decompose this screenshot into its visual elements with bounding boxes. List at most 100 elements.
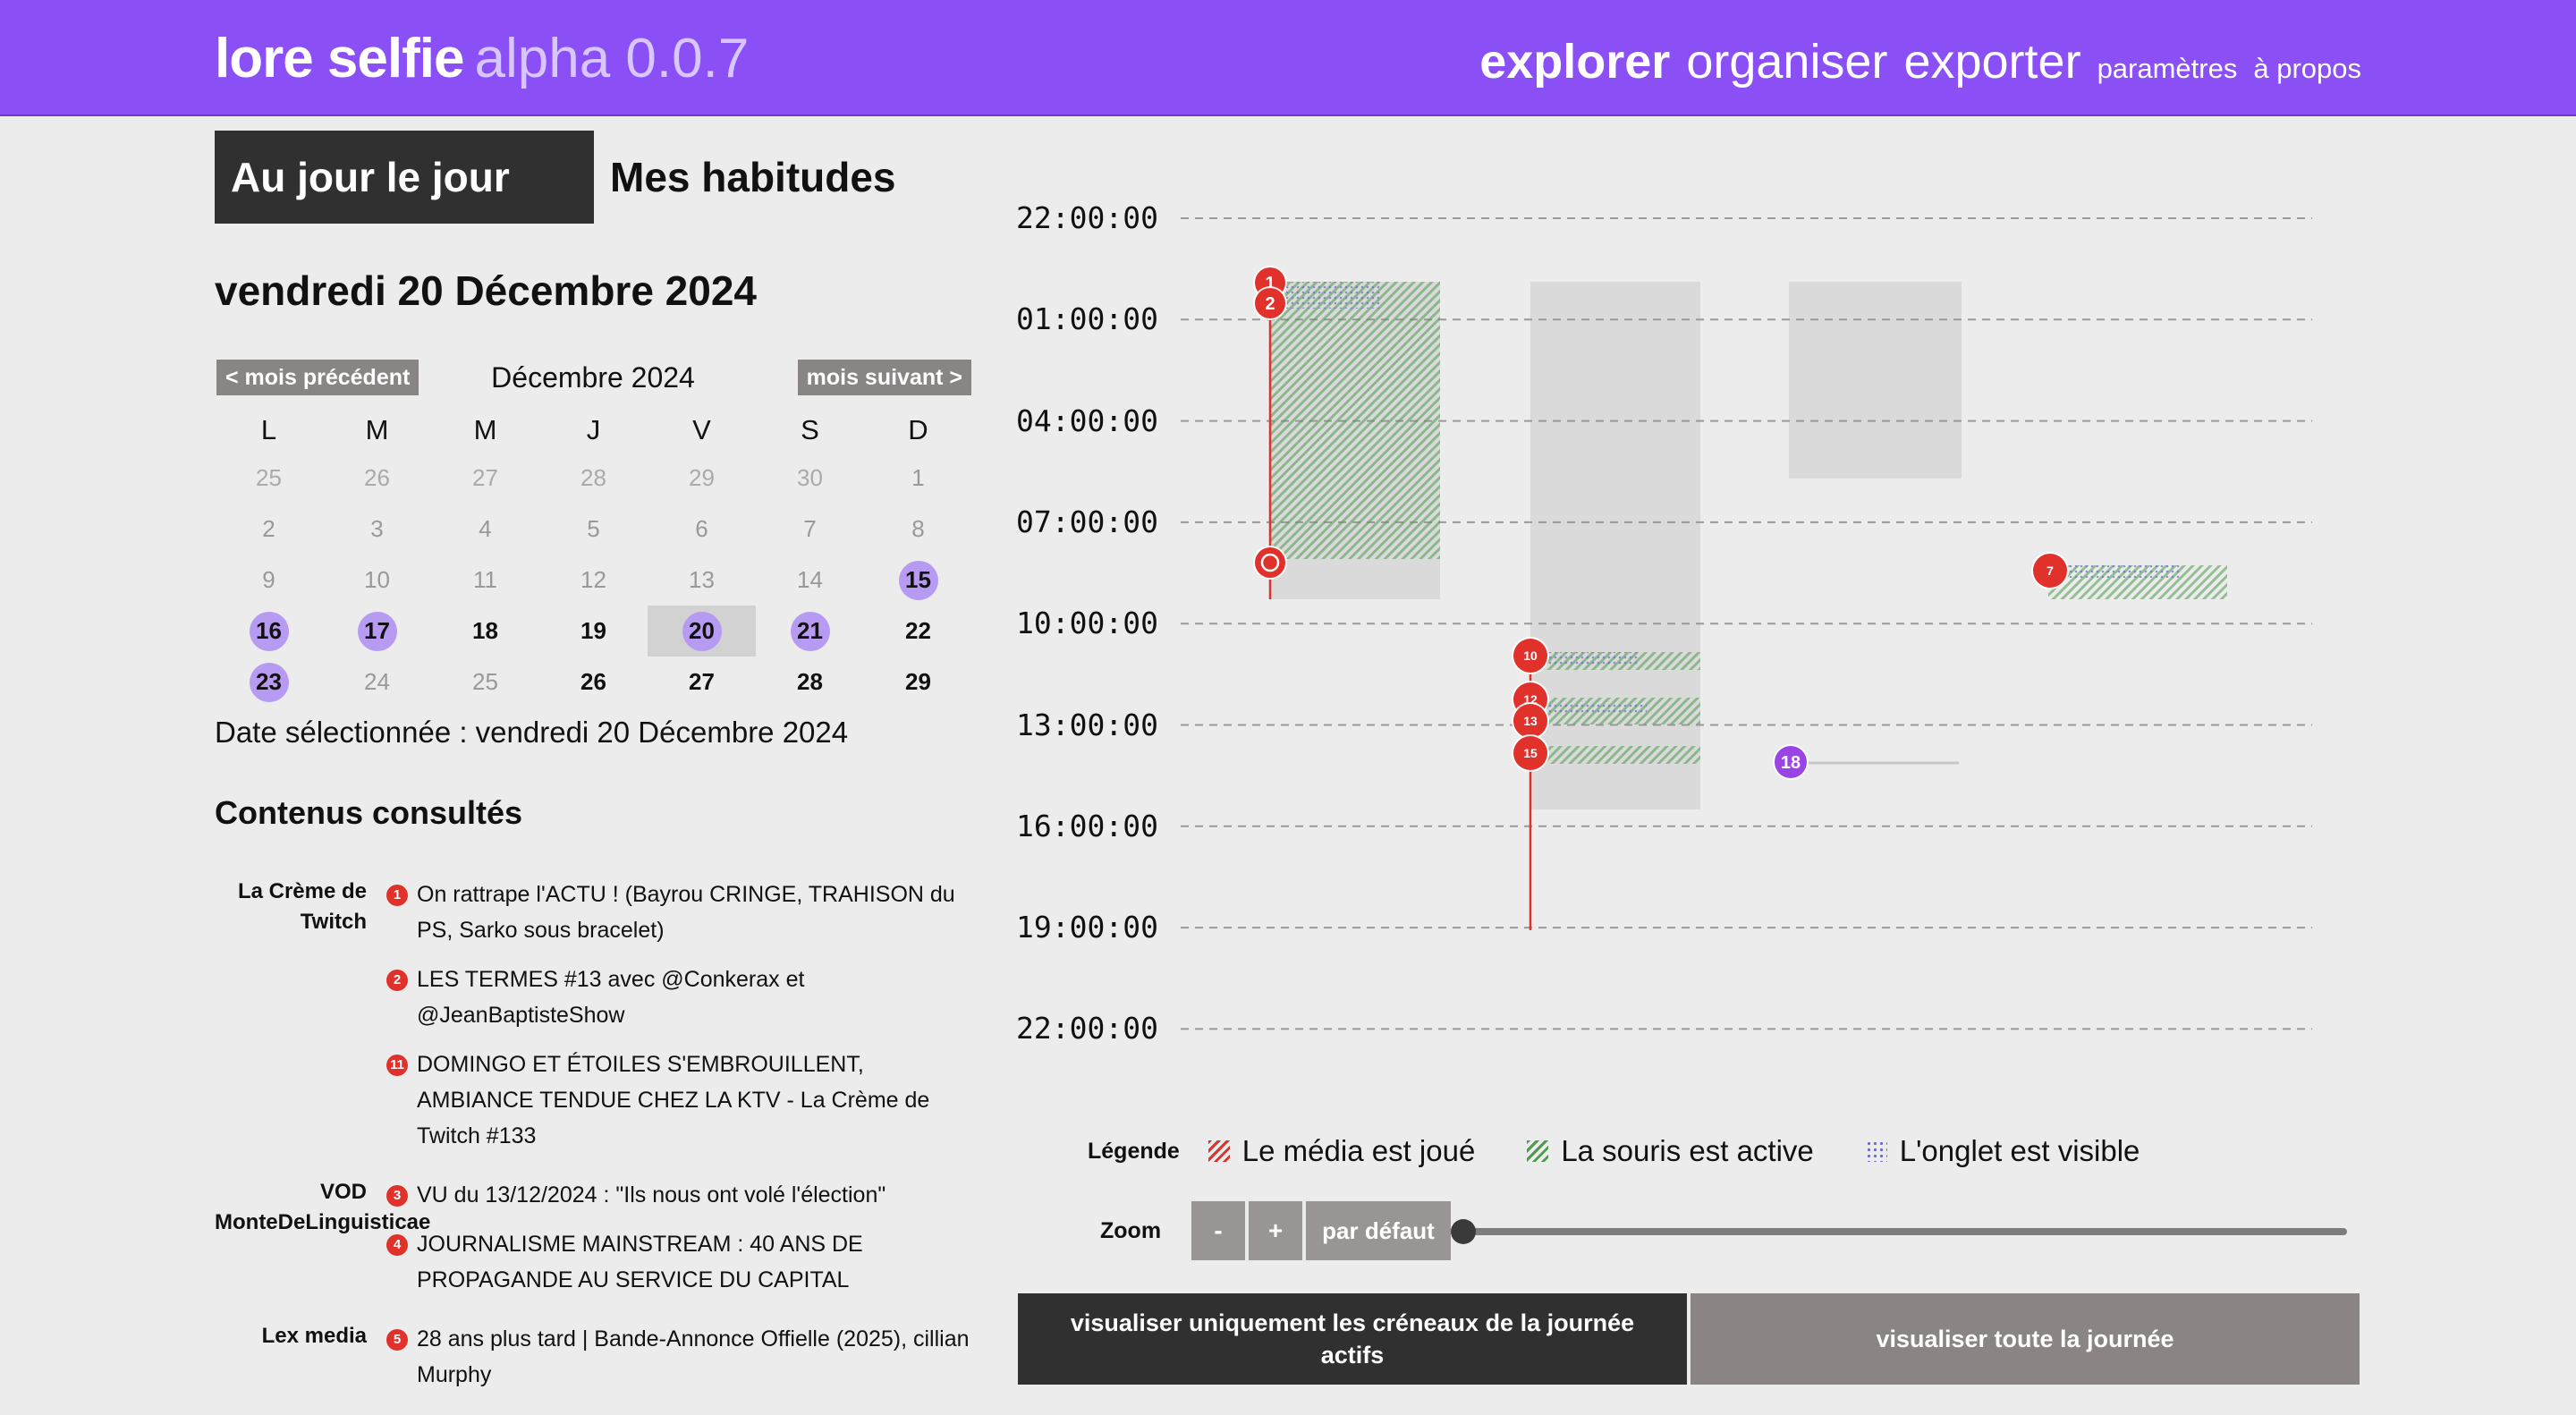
brand[interactable]: lore selfie alpha 0.0.7 (215, 27, 749, 90)
calendar-day-number: 27 (472, 464, 498, 491)
content-title: On rattrape l'ACTU ! (Bayrou CRINGE, TRA… (417, 882, 955, 943)
calendar-day-number: 19 (580, 617, 606, 644)
time-tick-label: 22:00:00 (1016, 200, 1158, 235)
content-item[interactable]: 4 JOURNALISME MAINSTREAM : 40 ANS DE PROP… (386, 1226, 984, 1298)
calendar-day[interactable]: 28 (539, 453, 648, 504)
calendar-day-number: 29 (905, 668, 931, 695)
nav-parametres[interactable]: paramètres (2097, 53, 2238, 84)
calendar-day[interactable]: 6 (648, 504, 756, 555)
calendar-day-number: 4 (479, 515, 492, 542)
timeline-marker-number: 2 (1265, 294, 1275, 314)
timeline[interactable]: 1 2 10 12 13 15 7 18 22:00:00 01:00:00 04:00:00 07… (1011, 161, 2352, 1116)
time-tick-label: 19:00:00 (1016, 910, 1158, 945)
content-item[interactable]: 11 DOMINGO ET ÉTOILES S'EMBROUILLENT, AMB… (386, 1046, 984, 1154)
nav-a-propos[interactable]: à propos (2253, 53, 2361, 84)
calendar-nav: < mois précédent Décembre 2024 mois suiv… (215, 360, 971, 395)
timeline-marker (1513, 639, 1547, 673)
tab-visible-icon (1865, 1140, 1887, 1162)
nav-organiser[interactable]: organiser (1686, 35, 1888, 89)
calendar-day-number: 26 (364, 464, 390, 491)
content-item[interactable]: 5 28 ans plus tard | Bande-Annonce Offiel… (386, 1321, 984, 1393)
calendar-day[interactable]: 27 (431, 453, 539, 504)
legend-mouse-label: La souris est active (1561, 1134, 1814, 1167)
calendar-day[interactable]: 4 (431, 504, 539, 555)
calendar-day[interactable]: 17 (323, 606, 431, 657)
calendar-day-number: 15 (905, 566, 931, 593)
calendar-day[interactable]: 19 (539, 606, 648, 657)
calendar-day[interactable]: 23 (215, 657, 323, 708)
legend-tab-label: L'onglet est visible (1899, 1134, 2140, 1167)
calendar-day-number: 14 (797, 566, 823, 593)
active-slots-button[interactable]: visualiser uniquement les créneaux de la… (1018, 1293, 1687, 1385)
zoom-out-button[interactable]: - (1191, 1201, 1245, 1260)
content-item[interactable]: 2 LES TERMES #13 avec @Conkerax et @JeanB… (386, 962, 984, 1033)
content-title: LES TERMES #13 avec @Conkerax et @JeanBa… (417, 967, 805, 1028)
content-item[interactable]: 3 VU du 13/12/2024 : "Ils nous ont volé l… (386, 1177, 984, 1213)
calendar-day[interactable]: 21 (756, 606, 864, 657)
calendar-day[interactable]: 27 (648, 657, 756, 708)
next-month-button[interactable]: mois suivant > (797, 360, 971, 395)
calendar-day[interactable]: 26 (323, 453, 431, 504)
content-number-badge: 3 (386, 1185, 408, 1207)
tab-au-jour-le-jour[interactable]: Au jour le jour (215, 131, 594, 224)
calendar-day[interactable]: 30 (756, 453, 864, 504)
calendar-day[interactable]: 13 (648, 555, 756, 606)
whole-day-button[interactable]: visualiser toute la journée (1690, 1293, 2360, 1385)
calendar-day[interactable]: 28 (756, 657, 864, 708)
time-tick-label: 01:00:00 (1016, 301, 1158, 337)
calendar-day[interactable]: 9 (215, 555, 323, 606)
content-source: Lex media (261, 1324, 367, 1348)
calendar-day[interactable]: 3 (323, 504, 431, 555)
time-tick-label: 07:00:00 (1016, 504, 1158, 539)
calendar-day[interactable]: 18 (431, 606, 539, 657)
content-number-badge: 2 (386, 970, 408, 991)
mouse-active-block (1270, 282, 1440, 559)
calendar-day[interactable]: 22 (864, 606, 972, 657)
timeline-marker (1775, 746, 1807, 778)
calendar-day-number: 26 (580, 668, 606, 695)
calendar-day[interactable]: 15 (864, 555, 972, 606)
calendar-day[interactable]: 5 (539, 504, 648, 555)
calendar-day[interactable]: 25 (431, 657, 539, 708)
activity-dot (249, 611, 289, 651)
calendar-day[interactable]: 24 (323, 657, 431, 708)
calendar-day[interactable]: 2 (215, 504, 323, 555)
zoom-slider[interactable] (1451, 1219, 2347, 1244)
calendar-day-number: 7 (803, 515, 817, 542)
calendar-day-number: 18 (472, 617, 498, 644)
time-tick-label: 10:00:00 (1016, 606, 1158, 641)
calendar-day[interactable]: 11 (431, 555, 539, 606)
calendar-day[interactable]: 16 (215, 606, 323, 657)
nav-explorer[interactable]: explorer (1479, 35, 1671, 89)
calendar-day[interactable]: 25 (215, 453, 323, 504)
calendar-day-number: 9 (262, 566, 275, 593)
time-tick-label: 13:00:00 (1016, 707, 1158, 742)
calendar-day[interactable]: 8 (864, 504, 972, 555)
calendar-day-number: 5 (587, 515, 600, 542)
day-column (1789, 282, 1962, 479)
calendar-day[interactable]: 14 (756, 555, 864, 606)
contents-title: Contenus consultés (215, 794, 523, 831)
calendar-day-selected[interactable]: 20 (648, 606, 756, 657)
calendar-day-number: 24 (364, 668, 390, 695)
calendar-day[interactable]: 29 (864, 657, 972, 708)
calendar-day[interactable]: 7 (756, 504, 864, 555)
calendar-day[interactable]: 29 (648, 453, 756, 504)
calendar-day[interactable]: 12 (539, 555, 648, 606)
nav-exporter[interactable]: exporter (1903, 35, 2081, 89)
timeline-marker (1255, 288, 1285, 318)
calendar-day[interactable]: 10 (323, 555, 431, 606)
mouse-active-icon (1527, 1140, 1549, 1162)
zoom-in-button[interactable]: + (1249, 1201, 1302, 1260)
tab-mes-habitudes[interactable]: Mes habitudes (610, 154, 896, 200)
weekday-header: V (692, 414, 711, 445)
timeline-marker-number: 15 (1523, 746, 1538, 760)
zoom-slider-handle[interactable] (1451, 1219, 1476, 1244)
calendar-day[interactable]: 26 (539, 657, 648, 708)
calendar-day[interactable]: 1 (864, 453, 972, 504)
content-group: Lex media 5 28 ans plus tard | Bande-Annon… (215, 1321, 984, 1393)
timeline-marker (2033, 554, 2067, 588)
zoom-default-button[interactable]: par défaut (1306, 1201, 1451, 1260)
prev-month-button[interactable]: < mois précédent (216, 360, 419, 395)
content-item[interactable]: 1 On rattrape l'ACTU ! (Bayrou CRINGE, TR… (386, 877, 984, 948)
